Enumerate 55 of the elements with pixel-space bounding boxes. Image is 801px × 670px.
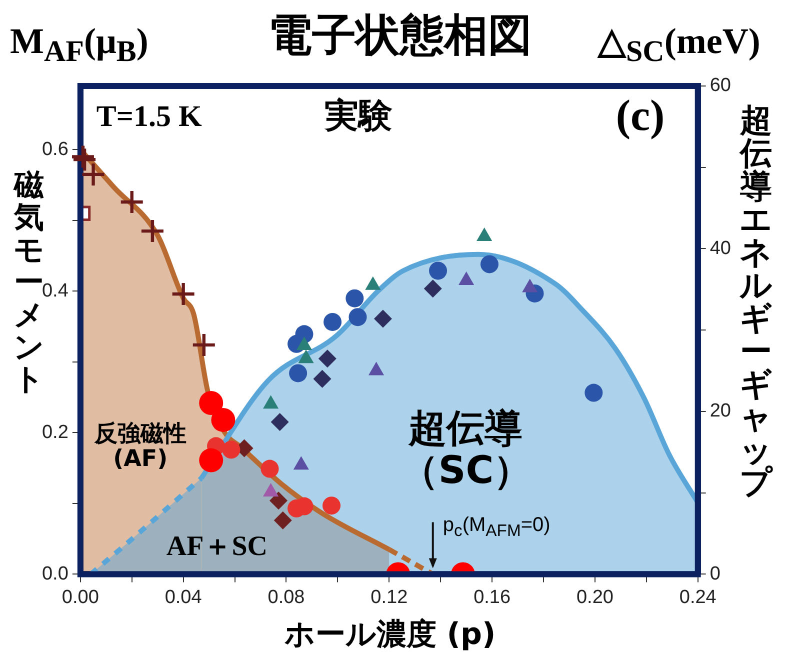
annotation: 実験	[324, 96, 392, 136]
point	[480, 255, 498, 274]
y-tick-label: 0.2	[42, 422, 68, 443]
point	[313, 370, 332, 388]
x-axis-title: ホール濃度 (p)	[283, 617, 497, 652]
point	[222, 440, 240, 459]
annotation: AF＋SC	[166, 531, 268, 563]
point	[211, 408, 236, 432]
point	[199, 448, 224, 472]
point	[318, 350, 336, 368]
point	[270, 413, 289, 432]
point	[263, 395, 279, 409]
point	[120, 191, 143, 214]
point	[289, 364, 308, 382]
annotation: 反強磁性 (AF)	[93, 421, 188, 473]
x-tick-label: 0.04	[164, 586, 202, 608]
point	[82, 163, 104, 186]
y2-tick-label: 20	[710, 400, 732, 422]
annotation: 超伝導（SC）	[400, 406, 532, 492]
point	[172, 283, 194, 306]
text: 超伝導エネルギーギャップ	[740, 101, 772, 502]
point	[192, 334, 215, 356]
point	[322, 496, 341, 515]
point	[270, 492, 288, 510]
point	[263, 483, 279, 497]
x-tick-label: 0.08	[268, 586, 305, 608]
point	[346, 289, 364, 308]
x-tick-label: 0.20	[576, 586, 614, 608]
point	[424, 280, 442, 298]
x-tick-label: 0.24	[679, 586, 717, 608]
y2-tick-label: 0	[710, 563, 720, 584]
annotation: p$_{c}$(M$_{AFM}$=0)	[442, 514, 550, 541]
point	[374, 310, 392, 328]
x-tick-label: 0.16	[474, 586, 511, 608]
x-tick-label: 0.12	[370, 586, 408, 608]
point	[260, 460, 279, 478]
x-tick-label: 0.00	[62, 586, 99, 608]
y-tick-label: 0.0	[42, 563, 68, 584]
point	[324, 312, 342, 331]
y-tick-label: 0.4	[42, 280, 69, 302]
text: △$_{SC}$(meV)	[598, 21, 760, 68]
chart-title: 電子状態相図	[267, 10, 533, 61]
point	[199, 390, 224, 415]
annotation: T=1.5 K	[96, 100, 202, 133]
y2-tick-label: 60	[710, 75, 732, 96]
text: M$_{AF}$(μ$_{B}$)	[10, 21, 148, 68]
point	[274, 511, 292, 530]
point	[348, 308, 367, 326]
point	[293, 456, 309, 470]
point	[584, 384, 603, 402]
point	[429, 262, 448, 280]
annotation: (c)	[616, 91, 665, 140]
point	[141, 220, 164, 242]
y2-tick-label: 40	[710, 238, 732, 259]
y-tick-label: 0.6	[42, 138, 68, 160]
